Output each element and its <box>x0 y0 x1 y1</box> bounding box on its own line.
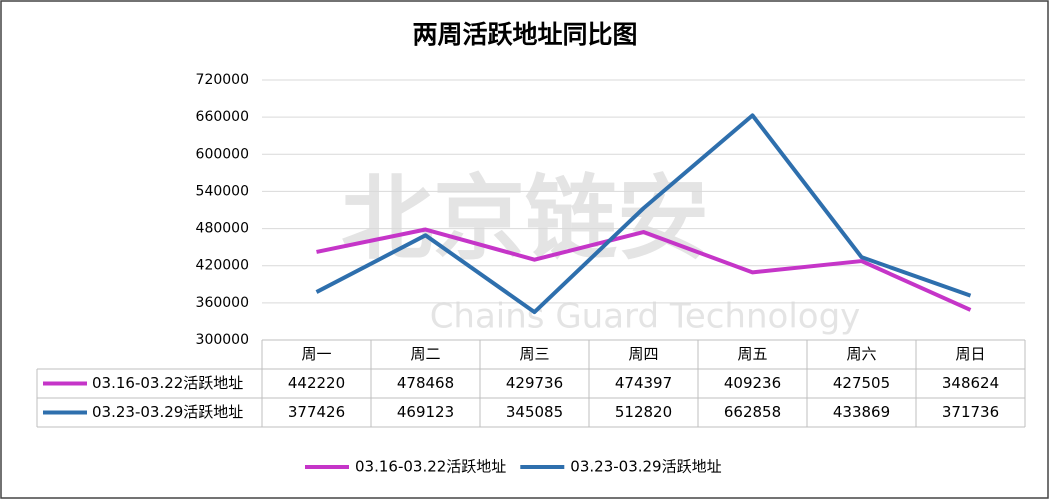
x-tick-label: 周四 <box>628 345 658 363</box>
x-tick-label: 周日 <box>955 345 985 363</box>
x-tick-label: 周六 <box>846 345 876 363</box>
table-value: 662858 <box>724 403 781 421</box>
table-series-name: 03.23-03.29活跃地址 <box>92 403 243 421</box>
table-value: 469123 <box>397 403 454 421</box>
table-series-name: 03.16-03.22活跃地址 <box>92 374 243 392</box>
table-value: 433869 <box>833 403 890 421</box>
y-tick-label: 540000 <box>196 183 249 199</box>
series-line <box>315 113 972 315</box>
table-value: 371736 <box>942 403 999 421</box>
legend-label: 03.23-03.29活跃地址 <box>570 458 721 476</box>
table-value: 442220 <box>288 374 345 392</box>
table-value: 409236 <box>724 374 781 392</box>
watermark: 北京链安 <box>341 165 709 272</box>
table-value: 478468 <box>397 374 454 392</box>
y-tick-label: 300000 <box>196 332 249 348</box>
y-tick-label: 360000 <box>196 295 249 311</box>
x-tick-label: 周二 <box>410 345 440 363</box>
table-value: 345085 <box>506 403 563 421</box>
table-value: 474397 <box>615 374 672 392</box>
table-value: 427505 <box>833 374 890 392</box>
table-value: 429736 <box>506 374 563 392</box>
y-tick-label: 660000 <box>196 109 249 125</box>
y-tick-label: 480000 <box>196 221 249 237</box>
chart-title: 两周活跃地址同比图 <box>412 20 637 49</box>
legend-label: 03.16-03.22活跃地址 <box>355 458 506 476</box>
x-tick-label: 周三 <box>519 345 549 363</box>
series-line <box>316 227 972 312</box>
x-tick-label: 周一 <box>301 345 331 363</box>
table-value: 348624 <box>942 374 999 392</box>
table-value: 377426 <box>288 403 345 421</box>
y-tick-label: 420000 <box>196 258 249 274</box>
y-tick-label: 720000 <box>196 72 249 88</box>
x-tick-label: 周五 <box>737 345 767 363</box>
y-tick-label: 600000 <box>196 146 249 162</box>
table-value: 512820 <box>615 403 672 421</box>
